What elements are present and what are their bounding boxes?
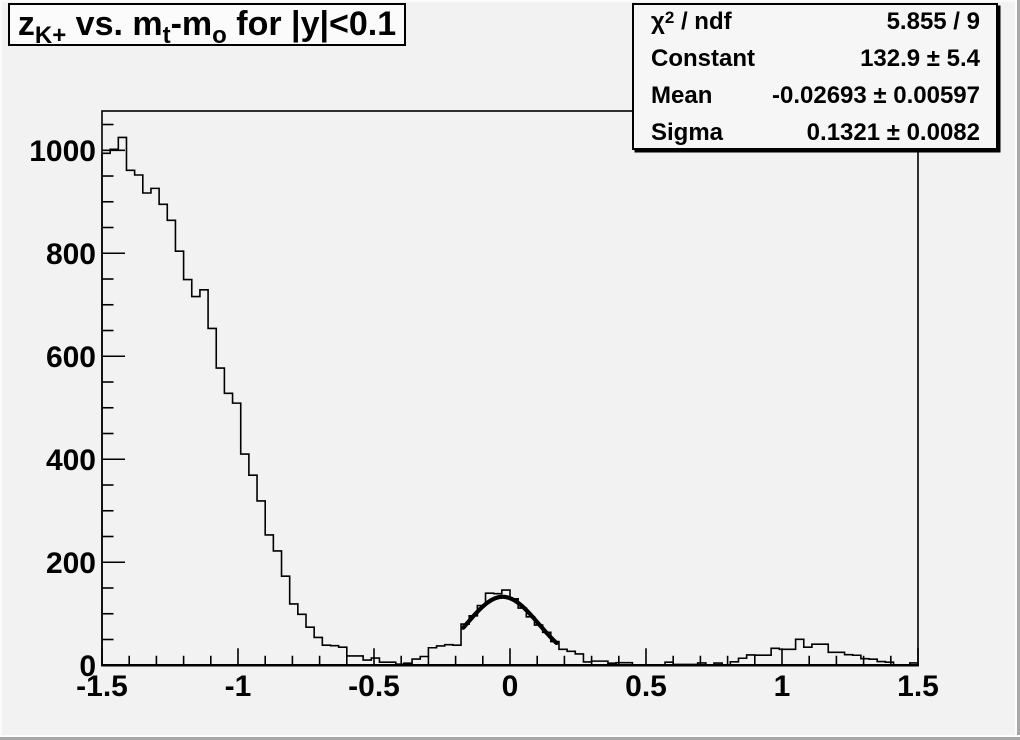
svg-text:1000: 1000 <box>29 135 96 168</box>
svg-text:400: 400 <box>46 444 96 477</box>
svg-text:0.5: 0.5 <box>625 670 667 703</box>
svg-text:1.5: 1.5 <box>897 670 939 703</box>
svg-text:1: 1 <box>774 670 791 703</box>
svg-text:0: 0 <box>79 650 96 683</box>
svg-text:200: 200 <box>46 547 96 580</box>
svg-text:-1.5: -1.5 <box>76 670 128 703</box>
svg-text:-1: -1 <box>225 670 252 703</box>
svg-text:-0.5: -0.5 <box>348 670 400 703</box>
svg-text:600: 600 <box>46 341 96 374</box>
svg-text:800: 800 <box>46 238 96 271</box>
svg-text:0: 0 <box>502 670 519 703</box>
